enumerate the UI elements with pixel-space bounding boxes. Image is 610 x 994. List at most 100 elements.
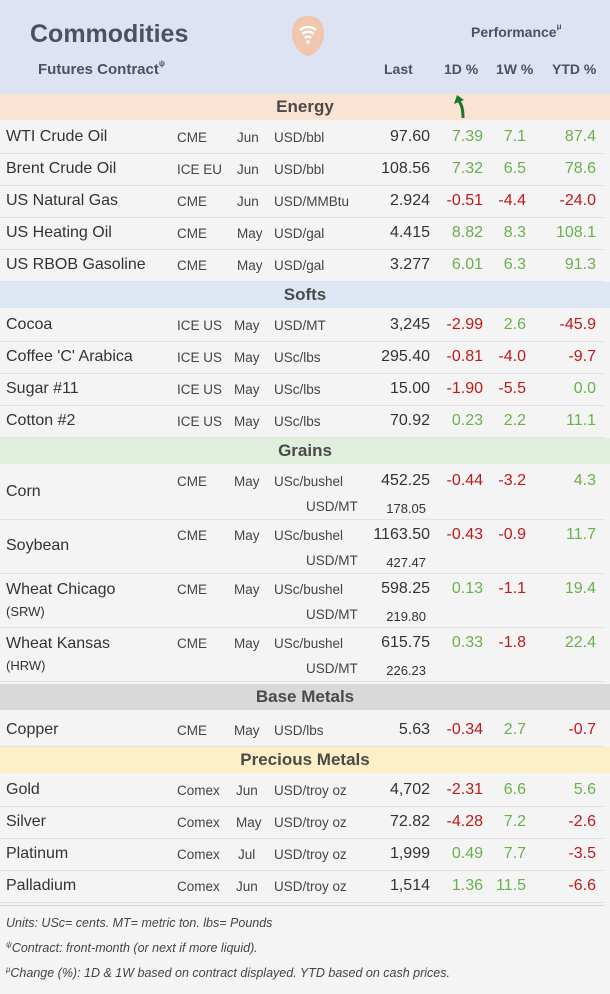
commodity-name: Platinum <box>6 845 69 862</box>
exchange: CME <box>177 474 207 489</box>
unit: USD/gal <box>274 226 325 241</box>
futures-contract-label: Futures Contract <box>38 61 159 78</box>
last-price: 1,514 <box>389 877 430 894</box>
change-ytd: 11.7 <box>566 526 596 543</box>
exchange: CME <box>177 258 207 273</box>
change-1d: -0.44 <box>446 472 483 489</box>
exchange: CME <box>177 723 207 738</box>
contract-month: May <box>237 226 263 241</box>
exchange: Comex <box>177 783 220 798</box>
table-row[interactable]: Coffee 'C' Arabica ICE US May USc/lbs 295.40… <box>0 342 604 374</box>
unit: USD/MT <box>274 318 326 333</box>
last-price-secondary: 427.47 <box>386 555 426 570</box>
last-price: 1,999 <box>389 845 430 862</box>
change-1w: -3.2 <box>498 472 526 489</box>
table-row[interactable]: Soybean CME May USc/bushel 1163.50 USD/MT 427.… <box>0 520 604 574</box>
commodity-subname: (HRW) <box>6 658 46 673</box>
unit-secondary: USD/MT <box>306 499 358 514</box>
performance-header: Performanceμ <box>471 22 562 40</box>
up-arrow-icon <box>454 95 465 119</box>
last-price: 1163.50 <box>373 526 430 543</box>
col-last: Last <box>384 61 413 77</box>
footer-units: Units: USc= cents. MT= metric ton. lbs= … <box>6 916 273 930</box>
table-row[interactable]: Silver Comex May USD/troy oz 72.82 -4.28 7.2 -2… <box>0 807 604 839</box>
change-ytd: 11.1 <box>566 412 596 429</box>
last-price: 97.60 <box>389 128 430 145</box>
change-1w: 2.6 <box>503 316 526 333</box>
change-ytd: 4.3 <box>573 472 596 489</box>
table-row[interactable]: Gold Comex Jun USD/troy oz 4,702 -2.31 6.6 5.6 <box>0 775 604 807</box>
col-1d: 1D % <box>444 61 479 77</box>
unit: USc/lbs <box>274 350 321 365</box>
table-row[interactable]: Cotton #2 ICE US May USc/lbs 70.92 0.23 2.2 11.… <box>0 406 604 438</box>
contract-month: May <box>234 528 260 543</box>
unit: USc/bushel <box>274 636 344 651</box>
psi-footnote-mark: ψ <box>6 940 12 949</box>
last-price: 2.924 <box>389 192 430 209</box>
table-row[interactable]: Platinum Comex Jul USD/troy oz 1,999 0.49 7.7 -… <box>0 839 604 871</box>
unit: USD/gal <box>274 258 325 273</box>
table-row[interactable]: US Natural Gas CME Jun USD/MMBtu 2.924 -0.51-… <box>0 186 604 218</box>
change-1w: 6.5 <box>503 160 526 177</box>
contract-month: May <box>237 258 263 273</box>
table-row[interactable]: US RBOB Gasoline CME May USD/gal 3.277 6.01 6.… <box>0 250 604 282</box>
page-title: Commodities <box>30 20 189 48</box>
table-row[interactable]: Palladium Comex Jun USD/troy oz 1,514 1.36 11.… <box>0 871 604 903</box>
change-1w: -1.1 <box>498 580 526 597</box>
unit: USc/bushel <box>274 474 344 489</box>
footer-divider <box>0 905 604 906</box>
table-row[interactable]: WTI Crude Oil CME Jun USD/bbl 97.60 7.39 7.1 87… <box>0 122 604 154</box>
col-ytd: YTD % <box>552 61 597 77</box>
change-1w: 7.1 <box>503 128 526 145</box>
table-row[interactable]: Cocoa ICE US May USD/MT 3,245 -2.99 2.6 -45.9 <box>0 310 604 342</box>
change-1d: 1.36 <box>451 877 483 894</box>
footer-change-text: Change (%): 1D & 1W based on contract di… <box>10 966 450 981</box>
last-price: 3.277 <box>389 256 430 273</box>
footer-contract-text: Contract: front-month (or next if more l… <box>11 941 258 956</box>
change-1d: 8.82 <box>451 224 483 241</box>
change-1d: -0.51 <box>446 192 483 209</box>
unit: USc/lbs <box>274 382 321 397</box>
table-row[interactable]: Wheat Chicago (SRW) CME May USc/bushel 598.25… <box>0 574 604 628</box>
last-price: 70.92 <box>389 412 430 429</box>
exchange: Comex <box>177 847 220 862</box>
change-1w: -4.0 <box>498 348 526 365</box>
unit-secondary: USD/MT <box>306 553 358 568</box>
change-ytd: 19.4 <box>564 580 596 597</box>
table-row[interactable]: Wheat Kansas (HRW) CME May USc/bushel 615.75 U… <box>0 628 604 682</box>
exchange: ICE US <box>177 350 223 365</box>
contract-month: May <box>234 474 260 489</box>
last-price: 295.40 <box>381 348 430 365</box>
mu-footnote-mark: μ <box>6 965 11 974</box>
table-row[interactable]: Brent Crude Oil ICE EU Jun USD/bbl 108.56 7.3… <box>0 154 604 186</box>
last-price: 108.56 <box>381 160 430 177</box>
unit: USc/bushel <box>274 528 344 543</box>
change-ytd: 22.4 <box>564 634 596 651</box>
contract-month: May <box>234 350 260 365</box>
commodity-name: Cocoa <box>6 316 53 333</box>
change-1d: -1.90 <box>446 380 483 397</box>
commodity-name: Wheat Kansas <box>6 635 111 652</box>
change-1d: 0.49 <box>451 845 483 862</box>
commodity-name: US Heating Oil <box>6 224 112 241</box>
exchange: CME <box>177 528 207 543</box>
change-ytd: -24.0 <box>559 192 596 209</box>
change-1d: 0.13 <box>451 580 483 597</box>
table-row[interactable]: Corn CME May USc/bushel 452.25 USD/MT 178.05 -0… <box>0 466 604 520</box>
section-base-metals: Base Metals <box>0 684 610 710</box>
psi-superscript: ψ <box>158 59 165 68</box>
contract-month: Jun <box>237 162 259 177</box>
last-price: 72.82 <box>389 813 430 830</box>
section-energy: Energy <box>0 94 610 120</box>
change-1d: -0.43 <box>446 526 483 543</box>
table-row[interactable]: Copper CME May USD/lbs 5.63 -0.34 2.7 -0.7 <box>0 715 604 747</box>
contract-month: Jun <box>237 194 259 209</box>
change-ytd: -45.9 <box>559 316 596 333</box>
table-row[interactable]: US Heating Oil CME May USD/gal 4.415 8.82 8.3 1… <box>0 218 604 250</box>
contract-month: May <box>234 636 260 651</box>
last-price: 5.63 <box>398 721 430 738</box>
change-ytd: -9.7 <box>568 348 596 365</box>
table-row[interactable]: Sugar #11 ICE US May USc/lbs 15.00 -1.90 -5.5 0… <box>0 374 604 406</box>
contract-month: May <box>234 414 260 429</box>
commodity-name: US RBOB Gasoline <box>6 256 146 273</box>
